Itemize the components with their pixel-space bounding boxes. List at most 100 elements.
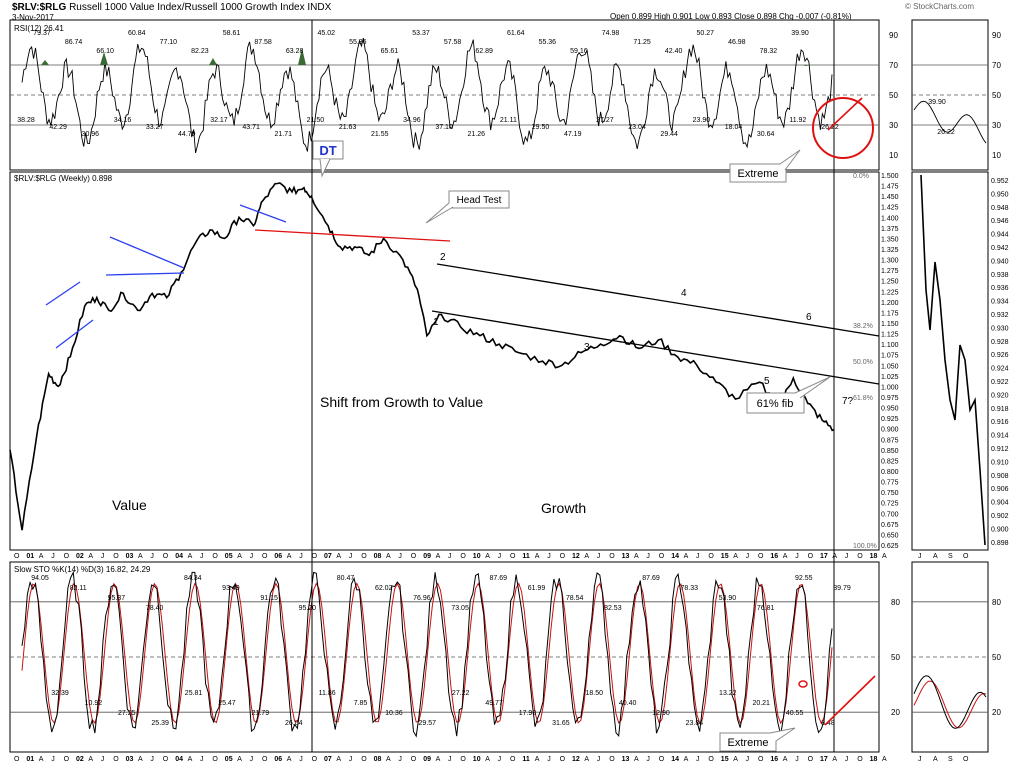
sto-peak-label: 95.20 <box>299 605 317 612</box>
sto-trough-label: 26.04 <box>285 720 303 727</box>
sto-side-xtick: A <box>933 756 938 763</box>
price-xtick: A <box>882 553 887 560</box>
price-xtick: J <box>696 553 700 560</box>
price-xtick: J <box>51 553 55 560</box>
price-ytick: 1.475 <box>881 184 899 191</box>
rsi-trough-label: 30.64 <box>757 131 775 138</box>
sto-xtick: A <box>386 756 391 763</box>
rsi-peak-label: 60.84 <box>128 30 146 37</box>
sto-trough-label: 23.84 <box>686 720 704 727</box>
sto-xtick: 16 <box>770 756 778 763</box>
sto-trough-label: 18.50 <box>585 690 603 697</box>
rsi-peak-label: 78.32 <box>760 48 778 55</box>
price-xtick: O <box>460 553 466 560</box>
price-ytick: 0.775 <box>881 480 899 487</box>
price-xtick: O <box>312 553 318 560</box>
rsi-peak-label: 82.23 <box>191 48 209 55</box>
price-ytick: 1.150 <box>881 321 899 328</box>
rsi-peak-label: 87.58 <box>254 39 272 46</box>
sto-xtick: 18 <box>870 756 878 763</box>
sto-xtick: 06 <box>274 756 282 763</box>
price-xtick: O <box>262 553 268 560</box>
rsi-trough-label: 47.19 <box>564 131 582 138</box>
sto-trough-label: 10.92 <box>85 700 103 707</box>
value-text: Value <box>112 497 147 513</box>
price-side-ytick: 0.938 <box>991 272 1009 279</box>
rsi-peak-label: 55.36 <box>349 39 367 46</box>
head-test-label: Head Test <box>457 195 502 206</box>
sto-trough-label: 27.25 <box>118 710 136 717</box>
price-xtick: O <box>113 553 119 560</box>
price-side-ytick: 0.906 <box>991 486 1009 493</box>
rsi-line <box>21 38 833 154</box>
sto-peak-label: 78.40 <box>146 605 164 612</box>
price-side-ytick: 0.950 <box>991 191 1009 198</box>
rsi-ytick: 90 <box>889 31 898 40</box>
price-xtick: A <box>535 553 540 560</box>
rsi-trough-label: 34.16 <box>114 117 132 124</box>
rsi-side-ytick: 70 <box>992 61 1001 70</box>
rsi-trough-label: 42.29 <box>49 124 67 131</box>
price-xtick: O <box>14 553 20 560</box>
rsi-side-line <box>913 100 987 144</box>
fib-level-label: 0.0% <box>853 173 869 180</box>
sto-xtick: 08 <box>374 756 382 763</box>
sto-xtick: J <box>597 756 601 763</box>
price-ytick: 0.850 <box>881 448 899 455</box>
price-ytick: 1.500 <box>881 173 899 180</box>
sto-xtick: O <box>510 756 516 763</box>
price-side-ytick: 0.920 <box>991 392 1009 399</box>
rsi-peak-label: 63.28 <box>286 48 304 55</box>
rsi-trough-label: 44.79 <box>178 131 196 138</box>
price-xtick: 12 <box>572 553 580 560</box>
price-ytick: 1.250 <box>881 279 899 286</box>
sto-xtick: 02 <box>76 756 84 763</box>
sto-xtick: A <box>733 756 738 763</box>
sto-side-xtick: S <box>948 756 953 763</box>
rsi-trough-label: 11.92 <box>789 117 806 124</box>
rsi-peak-label: 57.58 <box>444 39 462 46</box>
sto-xtick: O <box>361 756 367 763</box>
price-side-ytick: 0.934 <box>991 299 1009 306</box>
rsi-title: RSI(12) 26.41 <box>14 24 64 33</box>
sto-trough-label: 25.47 <box>218 700 236 707</box>
sto-xtick: A <box>832 756 837 763</box>
sto-peak-label: 95.37 <box>108 595 126 602</box>
price-xtick: O <box>510 553 516 560</box>
sto-side-ytick: 20 <box>992 708 1001 717</box>
growth-text: Growth <box>541 500 586 516</box>
sto-xtick: A <box>287 756 292 763</box>
sto-peak-label: 78.33 <box>680 585 698 592</box>
fib-level-label: 38.2% <box>853 323 873 330</box>
sto-xtick: A <box>882 756 887 763</box>
rsi-side-ytick: 90 <box>992 31 1001 40</box>
sto-k-line <box>21 570 833 738</box>
price-panel-frame <box>9 171 880 551</box>
rsi-overbought-fill <box>802 65 810 66</box>
price-xtick: J <box>200 553 204 560</box>
price-xtick: J <box>349 553 353 560</box>
price-ytick: 1.075 <box>881 353 899 360</box>
rsi-side-trough-label: 26.22 <box>937 129 955 136</box>
rsi-trough-label: 21.55 <box>371 131 389 138</box>
trendline-red-neckline <box>254 229 451 242</box>
sto-xtick: A <box>584 756 589 763</box>
sto-xtick: 04 <box>175 756 183 763</box>
sto-peak-label: 91.15 <box>260 595 278 602</box>
rsi-ytick: 50 <box>889 91 898 100</box>
price-xtick: A <box>88 553 93 560</box>
rsi-trough-label: 29.44 <box>660 131 678 138</box>
sto-peak-label: 82.11 <box>70 585 87 592</box>
fib-callout: 61% fib <box>746 376 831 414</box>
sto-xtick: J <box>696 756 700 763</box>
wave-5-label: 5 <box>764 376 770 387</box>
price-side-ytick: 0.932 <box>991 312 1009 319</box>
rsi-trough-label: 30.96 <box>82 131 100 138</box>
rsi-trough-label: 27.27 <box>596 117 614 124</box>
sto-peak-label: 73.05 <box>451 605 469 612</box>
rsi-trough-label: 32.17 <box>210 117 228 124</box>
sto-peak-label: 76.81 <box>757 605 775 612</box>
trendline-blue-4 <box>105 272 185 276</box>
sto-xtick: 13 <box>622 756 630 763</box>
price-ytick: 0.725 <box>881 501 899 508</box>
